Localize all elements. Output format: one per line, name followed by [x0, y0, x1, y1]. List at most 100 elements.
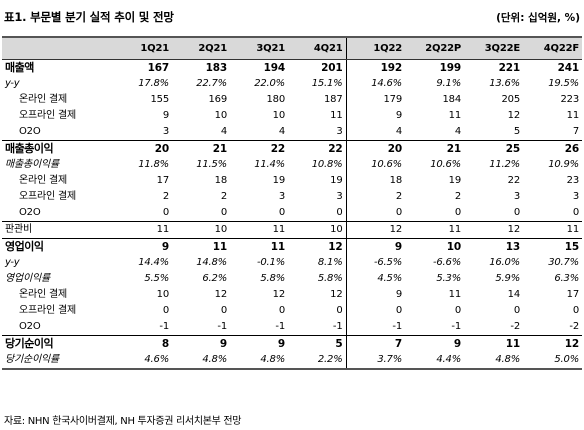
table-row: 온라인 결제 17 18 19 19 18 19 22 23	[2, 173, 582, 189]
value-cell: 0	[278, 305, 285, 316]
value-cell: 0	[288, 303, 347, 319]
value-cell: 3	[288, 124, 347, 141]
value-cell: 12	[288, 287, 347, 303]
row-label: 오프라인 결제	[19, 191, 76, 202]
value-cell: 0	[572, 207, 579, 218]
value-cell: 9	[162, 110, 169, 121]
value-cell: 155	[150, 94, 170, 105]
value-cell: 10.9%	[548, 159, 579, 170]
value-cell: 10.6%	[371, 159, 402, 170]
table-row: 오프라인 결제 2 2 3 3 2 2 3 3	[2, 189, 582, 205]
table-row: 매출액 167 183 194 201 192 199 221 241	[2, 59, 582, 76]
table-row: O2O -1 -1 -1 -1 -1 -1 -2 -2	[2, 319, 582, 336]
value-cell: 4.8%	[172, 352, 230, 370]
value-cell: 11	[448, 289, 462, 300]
value-cell: 2	[395, 191, 402, 202]
value-cell: 10	[288, 221, 347, 239]
value-cell: 19	[272, 175, 286, 186]
value-cell: 10.8%	[288, 157, 347, 173]
value-cell: -2	[569, 321, 579, 332]
value-cell: 2	[454, 191, 461, 202]
value-cell: 4.8%	[230, 352, 288, 370]
row-label: 매출총이익	[2, 140, 114, 157]
table-row: 영업이익률 5.5% 6.2% 5.8% 5.8% 4.5% 5.3% 5.9% 6.3%	[2, 271, 582, 287]
value-cell: -1	[275, 321, 285, 332]
column-header: 4Q21	[288, 36, 347, 60]
value-cell: 14	[507, 289, 521, 300]
value-cell: 12	[214, 289, 228, 300]
value-cell: 11	[464, 335, 523, 352]
value-cell: 3	[572, 191, 579, 202]
value-cell: 11	[566, 110, 580, 121]
value-cell: 4.5%	[377, 273, 402, 284]
value-cell: 192	[346, 59, 405, 76]
value-cell: 30.7%	[548, 257, 579, 268]
value-cell: 12	[464, 221, 523, 239]
value-cell: 22	[288, 140, 347, 157]
value-cell: 183	[172, 59, 230, 76]
value-cell: 2	[220, 191, 227, 202]
row-label: 당기순이익률	[2, 352, 114, 370]
value-cell: 241	[523, 59, 582, 76]
value-cell: 9	[395, 110, 402, 121]
table-row: O2O 0 0 0 0 0 0 0 0	[2, 205, 582, 222]
value-cell: 23	[566, 175, 580, 186]
value-cell: 0	[220, 305, 227, 316]
row-label: O2O	[19, 321, 41, 332]
row-label: 오프라인 결제	[19, 110, 76, 121]
table-row: y-y 17.8% 22.7% 22.0% 15.1% 14.6% 9.1% 13.6% 19.…	[2, 76, 582, 92]
column-header: 2Q22P	[405, 36, 464, 60]
value-cell: 0	[513, 207, 520, 218]
value-cell: 4.6%	[114, 352, 172, 370]
value-cell: -2	[510, 321, 520, 332]
value-cell: 3	[162, 126, 169, 137]
value-cell: 5	[513, 126, 520, 137]
value-cell: 223	[560, 94, 580, 105]
table-row: 매출총이익 20 21 22 22 20 21 25 26	[2, 140, 582, 157]
value-cell: 15.1%	[288, 76, 347, 92]
value-cell: 26	[523, 140, 582, 157]
value-cell: 12	[272, 289, 286, 300]
value-cell: 5.8%	[260, 273, 285, 284]
value-cell: -1	[159, 321, 169, 332]
column-header: 3Q22E	[464, 36, 523, 60]
value-cell: 0	[454, 305, 461, 316]
value-cell: 6.3%	[554, 273, 579, 284]
row-label: 영업이익	[2, 238, 114, 255]
value-cell: 0	[572, 305, 579, 316]
value-cell: 11	[448, 110, 462, 121]
value-cell: 3	[513, 191, 520, 202]
value-cell: 22.0%	[254, 78, 285, 89]
value-cell: 4	[395, 126, 402, 137]
value-cell: 5.5%	[144, 273, 169, 284]
value-cell: 8.1%	[288, 255, 347, 271]
value-cell: 3	[288, 189, 347, 205]
value-cell: 179	[383, 94, 403, 105]
row-label: 온라인 결제	[19, 289, 67, 300]
value-cell: 10	[172, 221, 230, 239]
value-cell: 16.0%	[489, 257, 520, 268]
value-cell: 11.5%	[196, 159, 227, 170]
table-row: 매출총이익률 11.8% 11.5% 11.4% 10.8% 10.6% 10.6% 11.2…	[2, 157, 582, 173]
value-cell: 194	[230, 59, 288, 76]
table-row: 판관비 11 10 11 10 12 11 12 11	[2, 221, 582, 239]
table-row: 온라인 결제 155 169 180 187 179 184 205 223	[2, 92, 582, 108]
value-cell: 4	[220, 126, 227, 137]
value-cell: 22	[230, 140, 288, 157]
value-cell: 14.6%	[371, 78, 402, 89]
table-header-row: 1Q21 2Q21 3Q21 4Q21 1Q22 2Q22P 3Q22E 4Q2…	[2, 36, 582, 60]
value-cell: 187	[288, 92, 347, 108]
value-cell: 0	[162, 305, 169, 316]
value-cell: 0	[220, 207, 227, 218]
value-cell: 14.4%	[138, 257, 169, 268]
value-cell: 15	[523, 238, 582, 255]
table-title: 표1. 부문별 분기 실적 추이 및 전망	[4, 10, 174, 24]
value-cell: 12	[288, 238, 347, 255]
value-cell: -6.6%	[432, 257, 461, 268]
value-cell: 6.2%	[202, 273, 227, 284]
quarterly-results-table: 1Q21 2Q21 3Q21 4Q21 1Q22 2Q22P 3Q22E 4Q2…	[2, 36, 582, 370]
row-label: 판관비	[2, 221, 114, 239]
value-cell: 9	[172, 335, 230, 352]
value-cell: 4.8%	[464, 352, 523, 370]
value-cell: 20	[346, 140, 405, 157]
